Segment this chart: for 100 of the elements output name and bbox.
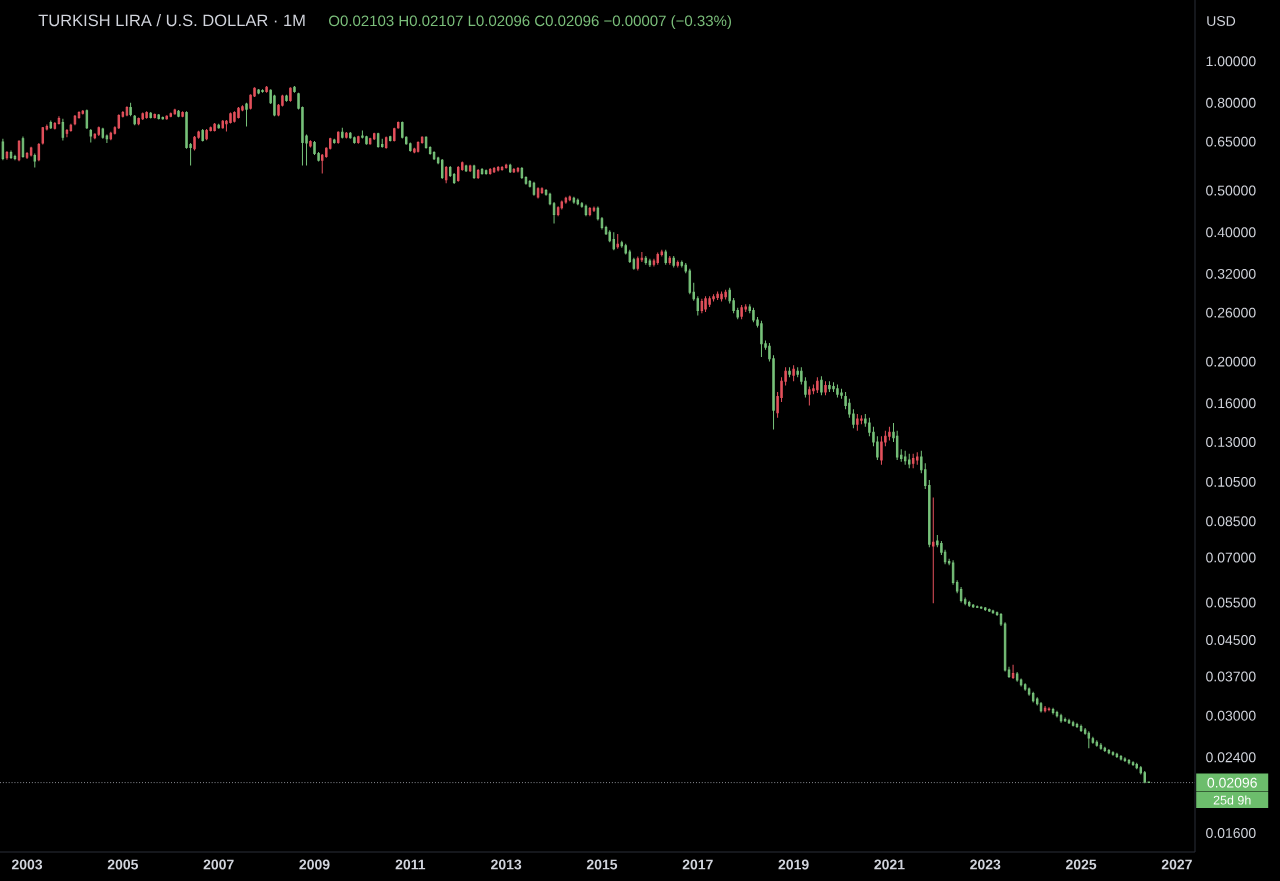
candlestick	[53, 121, 57, 130]
candlestick	[333, 138, 336, 145]
candlestick	[788, 366, 791, 378]
y-tick-label: 0.50000	[1206, 185, 1256, 196]
candlestick	[1007, 666, 1011, 679]
candlestick	[1051, 707, 1055, 715]
candlestick	[61, 118, 65, 141]
candlestick	[740, 304, 743, 320]
candlestick	[760, 320, 763, 358]
candlestick	[592, 206, 596, 213]
candlestick	[911, 453, 915, 469]
candlestick	[552, 201, 556, 225]
y-tick-label: 0.03000	[1206, 710, 1256, 721]
x-tick-label: 2003	[11, 859, 43, 870]
candlestick	[1131, 760, 1135, 767]
candlestick	[951, 559, 955, 586]
candlestick	[428, 145, 432, 156]
candlestick	[476, 168, 480, 180]
y-tick-label: 0.04500	[1206, 635, 1256, 645]
candlestick	[580, 201, 584, 209]
candlestick	[572, 196, 576, 205]
candlestick	[963, 597, 967, 606]
text: O0.02103 H0.02107 L0.02096 C0.02096 −0.00007 (−0.33%)	[329, 15, 731, 30]
candlestick	[524, 175, 528, 186]
candlestick	[285, 94, 288, 103]
candlestick	[49, 119, 53, 130]
candlestick	[1087, 730, 1091, 749]
candlestick	[289, 86, 292, 103]
candlestick	[153, 112, 156, 119]
candlestick	[1127, 758, 1131, 765]
candlestick	[1103, 746, 1107, 753]
x-tick-label: 2019	[778, 859, 809, 870]
y-tick-label: 0.32000	[1206, 268, 1256, 279]
candlestick	[792, 364, 795, 382]
y-tick-label: 1.00000	[1206, 56, 1256, 67]
candlestick	[5, 150, 9, 161]
candlestick	[916, 451, 919, 466]
candlestick	[105, 134, 109, 144]
candlestick	[468, 164, 472, 173]
candlestick	[1059, 713, 1063, 724]
y-tick-label: 0.65000	[1206, 136, 1256, 147]
candlestick	[353, 136, 356, 145]
text: USD	[1207, 16, 1236, 26]
candlestick	[77, 110, 81, 120]
candlestick	[245, 102, 248, 127]
candlestick	[205, 128, 208, 141]
candlestick	[612, 231, 616, 251]
candlestick	[357, 135, 360, 145]
text: TURKISH LIRA / U.S. DOLLAR · 1M	[38, 14, 305, 27]
candlestick	[1115, 752, 1119, 759]
candlestick	[1071, 720, 1075, 728]
candlestick	[237, 106, 240, 119]
candlestick	[21, 136, 25, 159]
candlestick	[261, 88, 264, 94]
candlestick	[708, 295, 711, 308]
y-tick-label: 0.40000	[1206, 227, 1256, 238]
candlestick	[217, 123, 220, 130]
candlestick	[201, 128, 204, 143]
y-tick-label: 0.02400	[1206, 752, 1256, 763]
candlestick	[636, 256, 640, 271]
candlestick	[1015, 671, 1019, 683]
x-tick-label: 2007	[203, 859, 234, 870]
candlestick	[908, 453, 911, 469]
candlestick	[824, 380, 827, 396]
candlestick	[588, 206, 592, 217]
candlestick	[988, 607, 991, 613]
candlestick	[349, 131, 352, 140]
candlestick	[816, 376, 819, 394]
candlestick	[576, 198, 580, 206]
candlestick	[644, 255, 648, 266]
candlestick	[221, 119, 224, 130]
candlestick	[341, 127, 344, 139]
candlestick	[1075, 722, 1079, 729]
x-tick-label: 2009	[299, 859, 330, 870]
candlestick	[1119, 754, 1123, 761]
x-tick-label: 2017	[682, 859, 713, 870]
candlestick	[903, 450, 907, 466]
candlestick	[1095, 739, 1099, 748]
candlestick	[932, 497, 935, 604]
candlestick	[384, 136, 388, 150]
candlestick	[368, 137, 372, 146]
candlestick	[372, 132, 376, 141]
candlestick	[393, 127, 396, 143]
candlestick	[500, 165, 504, 172]
candlestick	[616, 233, 619, 250]
x-tick-label: 2005	[107, 859, 139, 870]
candlestick	[672, 255, 675, 269]
candlestick	[836, 383, 839, 398]
candlestick	[508, 163, 512, 174]
candlestick	[149, 111, 152, 119]
x-tick-label: 2027	[1161, 859, 1192, 870]
candlestick	[416, 140, 420, 154]
y-tick-label: 0.13000	[1206, 437, 1256, 447]
candlestick	[69, 123, 73, 133]
x-tick-label: 2015	[586, 859, 618, 870]
candlestick	[161, 115, 164, 121]
candlestick	[504, 163, 508, 170]
candlestick	[440, 158, 444, 180]
candlestick	[1011, 664, 1015, 680]
candlestick	[648, 258, 652, 268]
